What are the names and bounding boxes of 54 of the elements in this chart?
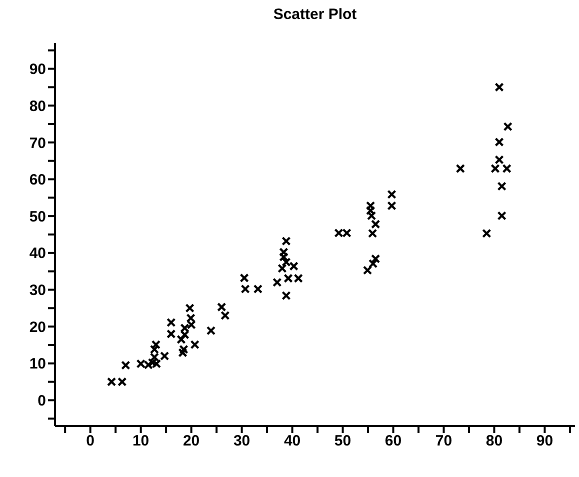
point — [334, 228, 344, 238]
point — [160, 351, 170, 361]
point — [342, 228, 352, 238]
x-tick-label: 50 — [334, 432, 352, 450]
point — [387, 190, 396, 199]
y-tick-label: 40 — [29, 245, 46, 262]
point — [494, 155, 504, 164]
point — [144, 360, 153, 370]
point — [289, 262, 298, 271]
x-tick-label: 70 — [435, 432, 452, 450]
point — [497, 211, 506, 220]
point — [178, 348, 188, 358]
y-tick-label: 80 — [29, 98, 46, 115]
y-tick-label: 60 — [29, 172, 46, 189]
point — [497, 182, 506, 191]
point — [456, 164, 465, 174]
y-tick-label: 10 — [29, 356, 46, 373]
point — [190, 340, 200, 350]
y-tick-label: 0 — [38, 392, 46, 410]
point — [206, 326, 216, 336]
point — [482, 228, 492, 238]
x-tick-label: 10 — [132, 432, 150, 450]
point — [272, 278, 282, 287]
point — [121, 360, 130, 370]
y-tick-label: 20 — [29, 318, 46, 336]
point — [284, 274, 293, 283]
point — [166, 329, 176, 339]
x-tick-label: 60 — [384, 432, 402, 450]
x-tick-label: 20 — [182, 432, 200, 450]
x-tick-label: 80 — [486, 432, 503, 450]
point — [106, 377, 116, 386]
point — [282, 236, 291, 246]
y-tick-label: 30 — [29, 282, 46, 300]
point — [118, 377, 127, 386]
x-tick-label: 40 — [284, 432, 301, 450]
y-tick-label: 70 — [29, 134, 46, 152]
point — [362, 266, 372, 275]
point — [166, 318, 176, 328]
chart-title: Scatter Plot — [272, 6, 358, 23]
point — [294, 274, 303, 283]
point — [282, 291, 291, 300]
point — [136, 359, 146, 368]
point — [494, 137, 504, 147]
x-tick-label: 0 — [86, 432, 95, 450]
point — [494, 82, 504, 92]
x-tick-label: 30 — [233, 432, 250, 450]
point — [502, 164, 512, 174]
point — [253, 284, 263, 294]
point — [490, 164, 500, 174]
y-tick-label: 50 — [29, 208, 46, 226]
point — [387, 201, 396, 210]
y-tick-label: 90 — [29, 61, 46, 78]
point — [503, 122, 512, 132]
x-tick-label: 90 — [536, 432, 554, 450]
